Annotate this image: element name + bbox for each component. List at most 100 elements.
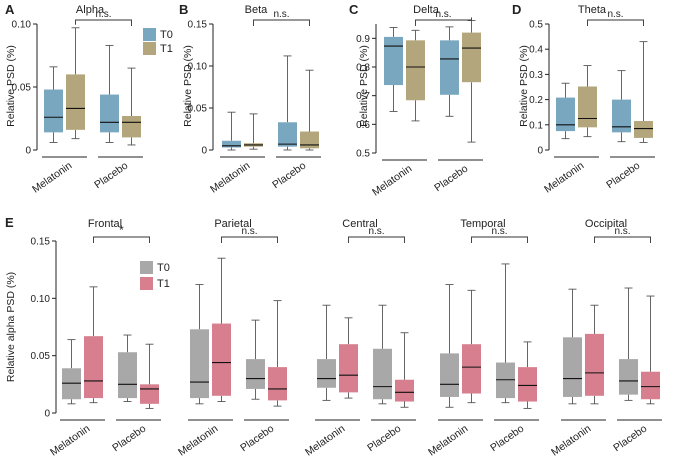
panel-label-c: C: [349, 2, 359, 17]
panel-title-temporal: Temporal: [460, 218, 505, 230]
group-label-central-melatonin: Melatonin: [303, 423, 347, 459]
panel-title-delta: Delta: [413, 4, 440, 16]
box-temporal-placebo-t0: [496, 362, 515, 399]
panel-label-e: E: [5, 215, 14, 230]
group-label-occipital-placebo: Placebo: [611, 423, 649, 455]
box-beta-placebo-t0: [278, 122, 297, 147]
y-tick-label-delta: 0.7: [356, 91, 370, 102]
box-frontal-melatonin-t0: [62, 368, 81, 400]
y-tick-label-frontal: 0: [44, 409, 50, 420]
significance-bracket-theta: [587, 19, 644, 26]
legend-swatch-t1: [143, 42, 156, 55]
significance-bracket-central: [348, 236, 405, 243]
box-alpha-melatonin-t1: [66, 74, 85, 130]
group-label-alpha-placebo: Placebo: [92, 160, 130, 192]
box-theta-melatonin-t0: [556, 97, 575, 132]
y-tick-label-theta: 0.4: [529, 45, 543, 56]
panel-beta: 0 0.05 0.10 0.15 n.s. Melatonin Placebo: [188, 9, 321, 196]
panel-title-beta: Beta: [245, 4, 269, 16]
y-tick-label-frontal: 0.15: [31, 237, 51, 248]
y-tick-label-theta: 0.5: [529, 20, 543, 31]
box-alpha-placebo-t1: [122, 115, 141, 138]
y-axis-title-alpha: Relative PSD (%): [5, 45, 17, 127]
significance-bracket-beta: [253, 19, 310, 26]
group-label-frontal-placebo: Placebo: [110, 423, 148, 455]
box-delta-melatonin-t0: [384, 36, 403, 86]
box-temporal-melatonin-t0: [440, 353, 459, 397]
box-temporal-placebo-t1: [518, 367, 537, 402]
y-tick-label-frontal: 0.05: [31, 351, 51, 362]
box-theta-melatonin-t1: [578, 86, 597, 128]
box-central-placebo-t0: [373, 348, 392, 400]
significance-label-temporal: n.s.: [491, 226, 507, 237]
group-label-parietal-placebo: Placebo: [238, 423, 276, 455]
significance-label-beta: n.s.: [273, 9, 289, 20]
panel-title-alpha: Alpha: [76, 4, 105, 16]
box-frontal-melatonin-t1: [84, 336, 103, 399]
group-label-delta-placebo: Placebo: [432, 163, 470, 195]
panel-temporal: n.s. Melatonin Placebo: [426, 226, 539, 459]
significance-bracket-parietal: [221, 236, 278, 243]
group-label-theta-melatonin: Melatonin: [542, 160, 586, 196]
significance-bracket-frontal: [93, 236, 150, 243]
group-label-temporal-placebo: Placebo: [488, 423, 526, 455]
box-frontal-placebo-t1: [140, 384, 159, 404]
significance-bracket-delta: [415, 17, 472, 26]
significance-bracket-temporal: [471, 236, 528, 243]
group-label-occipital-melatonin: Melatonin: [549, 423, 593, 459]
y-tick-label-beta: 0.15: [188, 20, 208, 31]
panel-label-b: B: [179, 2, 188, 17]
legend-swatch-t0-regional: [140, 261, 153, 274]
legend-bottom: T0 T1: [140, 261, 170, 290]
legend-top: T0 T1: [143, 28, 173, 55]
significance-label-frontal: *: [119, 223, 124, 237]
y-tick-label-frontal: 0.10: [31, 294, 51, 305]
significance-label-alpha: n.s.: [95, 9, 111, 20]
group-label-alpha-melatonin: Melatonin: [30, 160, 74, 196]
box-theta-placebo-t0: [612, 99, 631, 133]
significance-bracket-occipital: [594, 236, 651, 243]
box-central-melatonin-t1: [339, 344, 358, 393]
box-central-melatonin-t0: [317, 359, 336, 388]
box-parietal-placebo-t0: [246, 359, 265, 389]
box-alpha-melatonin-t0: [44, 89, 63, 133]
box-alpha-placebo-t0: [100, 94, 119, 133]
box-frontal-placebo-t0: [118, 352, 137, 399]
legend-label-t1-regional: T1: [157, 278, 170, 290]
box-delta-placebo-t0: [440, 40, 459, 95]
panel-label-d: D: [512, 2, 521, 17]
y-axis-title-delta: Relative PSD (%): [358, 45, 370, 127]
panel-alpha: 0 0.05 0.10 n.s. Melatonin Placebo: [12, 9, 143, 196]
y-tick-label-beta: 0.10: [188, 62, 208, 73]
group-label-beta-melatonin: Melatonin: [208, 160, 252, 196]
panel-title-frontal: Frontal: [88, 218, 122, 230]
panel-label-a: A: [5, 2, 15, 17]
significance-label-theta: n.s.: [607, 9, 623, 20]
group-label-theta-placebo: Placebo: [604, 160, 642, 192]
box-occipital-placebo-t0: [619, 359, 638, 395]
significance-label-delta: n.s.: [435, 9, 451, 20]
box-beta-melatonin-t0: [222, 140, 241, 148]
legend-label-t0-regional: T0: [157, 262, 170, 274]
y-tick-label-theta: 0.1: [529, 120, 543, 131]
box-temporal-melatonin-t1: [462, 344, 481, 394]
y-tick-label-beta: 0.05: [188, 104, 208, 115]
legend-swatch-t1-regional: [140, 277, 153, 290]
panel-occipital: n.s. Melatonin Placebo: [549, 226, 662, 459]
panel-title-theta: Theta: [578, 4, 607, 16]
box-occipital-melatonin-t1: [585, 333, 604, 396]
panel-title-parietal: Parietal: [214, 218, 251, 230]
y-tick-label-alpha: 0: [25, 146, 31, 157]
significance-label-central: n.s.: [368, 226, 384, 237]
significance-label-occipital: n.s.: [614, 226, 630, 237]
y-tick-label-delta: 0.5: [356, 149, 370, 160]
legend-label-t1: T1: [160, 43, 173, 55]
y-tick-label-delta: 0.6: [356, 120, 370, 131]
y-tick-label-theta: 0.2: [529, 95, 543, 106]
group-label-temporal-melatonin: Melatonin: [426, 423, 470, 459]
y-axis-title-beta: Relative PSD (%): [182, 45, 194, 127]
y-tick-label-alpha: 0.05: [12, 83, 32, 94]
y-tick-label-delta: 0.9: [356, 34, 370, 45]
group-label-delta-melatonin: Melatonin: [370, 163, 414, 199]
